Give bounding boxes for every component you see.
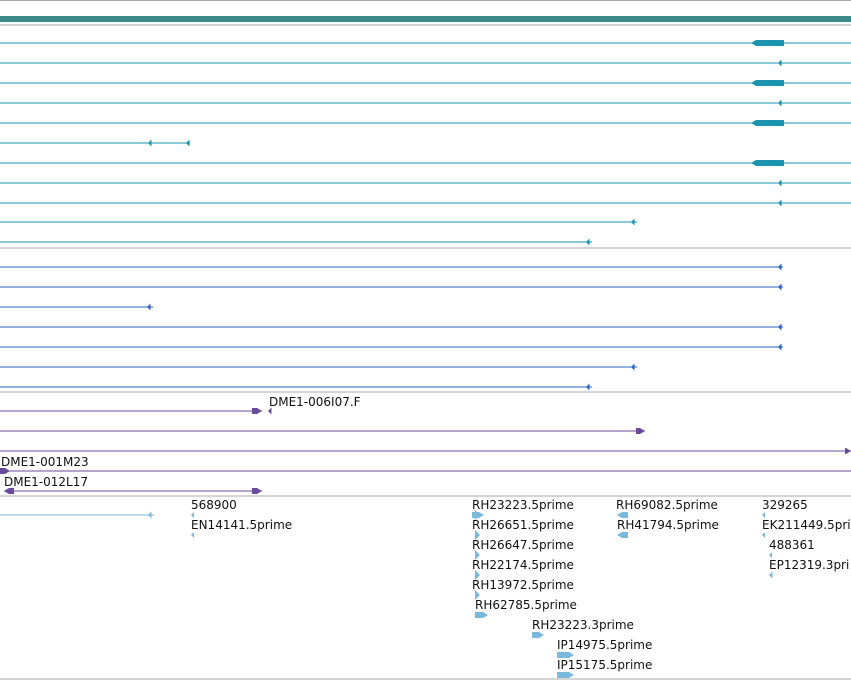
strand-arrow-left[interactable] xyxy=(586,383,590,391)
strand-arrow-left[interactable] xyxy=(762,512,765,518)
exon-block[interactable] xyxy=(751,40,784,46)
strand-arrow-left[interactable] xyxy=(186,139,190,147)
exon-block[interactable] xyxy=(252,488,262,494)
strand-arrow-right[interactable] xyxy=(475,590,480,600)
est-label[interactable]: RH22174.5prime xyxy=(472,558,574,572)
strand-arrow-left[interactable] xyxy=(778,283,782,291)
est-label[interactable]: RH23223.3prime xyxy=(532,618,634,632)
est-label[interactable]: RH69082.5prime xyxy=(616,498,718,512)
bac-label[interactable]: DME1-006I07.F xyxy=(269,395,361,409)
strand-arrow-left[interactable] xyxy=(778,263,782,271)
strand-arrow-left[interactable] xyxy=(631,218,635,226)
est-label[interactable]: 568900 xyxy=(191,498,237,512)
est-label[interactable]: 329265 xyxy=(762,498,808,512)
est-label[interactable]: RH26651.5prime xyxy=(472,518,574,532)
strand-arrow-left[interactable] xyxy=(191,532,194,538)
strand-arrow-left[interactable] xyxy=(769,552,772,558)
est-label[interactable]: EP12319.3pri xyxy=(769,558,850,572)
exon-block[interactable] xyxy=(252,408,262,414)
exon-block[interactable] xyxy=(475,612,488,618)
strand-arrow-right[interactable] xyxy=(475,530,480,540)
est-label[interactable]: IP14975.5prime xyxy=(557,638,653,652)
exon-block[interactable] xyxy=(0,468,10,474)
strand-arrow-left[interactable] xyxy=(148,511,152,519)
strand-arrow-left[interactable] xyxy=(778,343,782,351)
exon-block[interactable] xyxy=(845,448,851,454)
est-label[interactable]: EN14141.5prime xyxy=(191,518,293,532)
strand-arrow-left[interactable] xyxy=(148,139,152,147)
est-label[interactable]: RH23223.5prime xyxy=(472,498,574,512)
bac-label[interactable]: DME1-012L17 xyxy=(4,475,88,489)
exon-block[interactable] xyxy=(4,488,14,494)
bac-label[interactable]: DME1-001M23 xyxy=(1,455,89,469)
exon-block[interactable] xyxy=(617,532,628,538)
strand-arrow-left[interactable] xyxy=(778,99,782,107)
exon-block[interactable] xyxy=(751,160,784,166)
exon-block[interactable] xyxy=(532,632,544,638)
exon-block[interactable] xyxy=(617,512,628,518)
est-block[interactable] xyxy=(472,512,484,518)
est-label[interactable]: EK211449.5pri xyxy=(762,518,851,532)
gene-span-bar[interactable] xyxy=(0,16,851,22)
strand-arrow-left[interactable] xyxy=(762,532,765,538)
est-label[interactable]: 488361 xyxy=(769,538,815,552)
strand-arrow-left[interactable] xyxy=(631,363,635,371)
exon-block[interactable] xyxy=(751,120,784,126)
est-label[interactable]: RH26647.5prime xyxy=(472,538,574,552)
strand-arrow-left[interactable] xyxy=(586,238,590,246)
exon-block[interactable] xyxy=(557,672,574,678)
exon-block[interactable] xyxy=(557,652,574,658)
exon-block[interactable] xyxy=(636,428,645,434)
strand-arrow-left[interactable] xyxy=(778,179,782,187)
est-label[interactable]: RH62785.5prime xyxy=(475,598,577,612)
strand-arrow-left[interactable] xyxy=(268,407,272,415)
strand-arrow-left[interactable] xyxy=(778,199,782,207)
strand-arrow-left[interactable] xyxy=(191,512,194,518)
est-label[interactable]: RH41794.5prime xyxy=(617,518,719,532)
strand-arrow-right[interactable] xyxy=(475,570,480,580)
exon-block[interactable] xyxy=(751,80,784,86)
strand-arrow-right[interactable] xyxy=(475,550,480,560)
strand-arrow-left[interactable] xyxy=(778,59,782,67)
est-label[interactable]: RH13972.5prime xyxy=(472,578,574,592)
est-label[interactable]: IP15175.5prime xyxy=(557,658,653,672)
strand-arrow-left[interactable] xyxy=(778,323,782,331)
strand-arrow-left[interactable] xyxy=(769,571,773,579)
strand-arrow-left[interactable] xyxy=(147,303,151,311)
